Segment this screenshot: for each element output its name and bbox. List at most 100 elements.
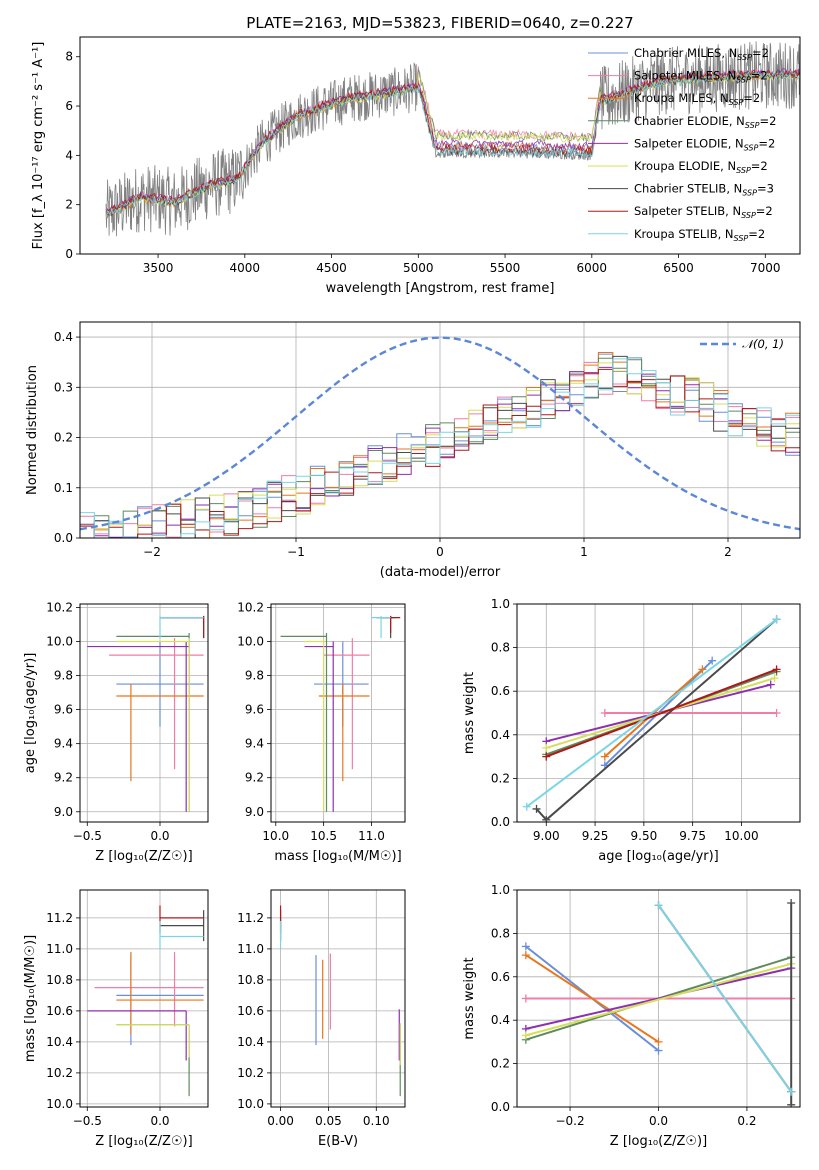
weight-marker [532, 804, 541, 813]
normal-reference-curve [80, 336, 800, 531]
legend-name: Chabrier ELODIE, N [634, 114, 745, 128]
weight-vs-Z-frame [516, 889, 801, 1108]
x-tick-label: 11.0 [358, 829, 385, 843]
y-tick-label: 0 [65, 247, 73, 261]
legend-name: Chabrier MILES, N [634, 46, 737, 60]
weight-marker [542, 743, 551, 752]
y-tick-label: 0.2 [491, 1057, 510, 1071]
y-tick-label: 10.2 [237, 1066, 264, 1080]
y-tick-label: 0.3 [54, 380, 73, 394]
legend-nssp: =2 [751, 159, 768, 173]
weight-vs-Z-series [521, 899, 796, 1107]
x-tick-label: −0.5 [73, 829, 102, 843]
legend-label: Chabrier ELODIE, NSSP=2 [634, 114, 776, 130]
y-tick-label: 0.0 [54, 531, 73, 545]
x-tick-label: 5000 [403, 261, 434, 275]
y-tick-label: 6 [65, 99, 73, 113]
y-tick-label: 9.4 [54, 737, 73, 751]
y-tick-label: 0.6 [491, 970, 510, 984]
y-tick-label: 1.0 [491, 883, 510, 897]
y-tick-label: 10.8 [46, 973, 73, 987]
y-tick-label: 9.2 [245, 771, 264, 785]
weight-marker [654, 901, 663, 910]
legend-subscript: SSP [742, 189, 757, 198]
legend-label: Kroupa MILES, NSSP=2 [634, 91, 760, 107]
legend-subscript: SSP [741, 211, 756, 220]
age-vs-Z-points [87, 615, 205, 812]
age-vs-mass-axes: 10.0 10.5 11.0 9.0 9.2 9.4 9.6 9.8 10.0 10.2 mass … [237, 600, 405, 864]
y-tick-label: 0.8 [491, 926, 510, 940]
weight-line [525, 962, 792, 1037]
x-tick-label: −0.5 [73, 1114, 102, 1128]
spectrum-lines [105, 41, 800, 237]
x-tick-label: 0.05 [315, 1114, 342, 1128]
x-tick-label: 7000 [750, 261, 781, 275]
x-tick-label: −0.2 [555, 1114, 584, 1128]
plot-layer: 3500 4000 4500 5000 5500 6000 6500 7000 0 2 4 6 8 wav… [23, 36, 801, 1149]
x-tick-label: 6000 [577, 261, 608, 275]
weight-marker [772, 709, 781, 717]
y-tick-label: 0.6 [491, 684, 510, 698]
x-axis-label: Z [log₁₀(Z/Z☉)] [95, 1134, 192, 1149]
x-tick-label: 0.0 [150, 1114, 169, 1128]
legend-nssp: =2 [743, 91, 760, 105]
weight-marker [600, 709, 609, 717]
x-tick-label: 9.25 [582, 829, 609, 843]
legend-name: Salpeter ELODIE, N [634, 136, 744, 150]
y-tick-label: 9.6 [245, 703, 264, 717]
weight-line [545, 668, 777, 758]
weight-vs-Z-axes: −0.2 0.0 0.2 0.0 0.2 0.4 0.6 0.8 1.0 Z [log₁₀(Z/Z… [462, 883, 800, 1149]
x-tick-label: 5500 [490, 261, 521, 275]
spectrum-axes: 3500 4000 4500 5000 5500 6000 6500 7000 0 2 4 6 8 wav… [31, 42, 781, 296]
x-axis-label: (data-model)/error [380, 565, 501, 580]
weight-vs-age-axes: 9.00 9.25 9.50 9.75 10.00 0.0 0.2 0.4 0.6 0.8 1.0 a… [462, 597, 800, 864]
y-tick-label: 10.6 [237, 1004, 264, 1018]
legend-name: Chabrier STELIB, N [634, 182, 742, 196]
y-tick-label: 9.6 [54, 703, 73, 717]
weight-line [604, 668, 704, 758]
legend-nssp: =2 [752, 46, 769, 60]
y-tick-label: 8 [65, 50, 73, 64]
residuals-frame [79, 321, 801, 539]
y-tick-label: 11.2 [46, 911, 73, 925]
weight-marker [654, 1046, 663, 1055]
weight-marker [787, 1087, 796, 1096]
y-tick-label: 0.2 [491, 771, 510, 785]
x-tick-label: 10.5 [310, 829, 337, 843]
weight-marker [698, 665, 707, 674]
legend-nssp: =3 [757, 182, 774, 196]
weight-line [535, 618, 778, 822]
spectrum-frame [79, 36, 801, 255]
y-axis-label: Normed distribution [25, 365, 40, 495]
age-vs-Z-frame [79, 603, 209, 823]
legend-subscript: SSP [729, 98, 744, 107]
y-tick-label: 11.0 [237, 942, 264, 956]
y-tick-label: 10.6 [46, 1004, 73, 1018]
legend-label: Chabrier STELIB, NSSP=3 [634, 182, 774, 198]
age-vs-Z-axes: −0.5 0.0 9.0 9.2 9.4 9.6 9.8 10.0 10.2 Z [log₁₀(Z… [23, 600, 208, 864]
y-tick-label: 2 [65, 198, 73, 212]
y-tick-label: 4 [65, 148, 73, 162]
x-tick-label: −1 [287, 545, 305, 559]
legend-label-normal: 𝒩(0, 1) [742, 337, 784, 351]
legend-name: Salpeter STELIB, N [634, 204, 741, 218]
x-axis-label: wavelength [Angstrom, rest frame] [326, 281, 555, 296]
y-tick-label: 10.0 [237, 1097, 264, 1111]
y-tick-label: 11.2 [237, 911, 264, 925]
weight-marker [521, 951, 530, 960]
y-tick-label: 10.8 [237, 973, 264, 987]
y-tick-label: 9.0 [245, 805, 264, 819]
legend-nssp: =2 [758, 136, 775, 150]
y-tick-label: 10.0 [237, 634, 264, 648]
model-spectrum-line [105, 70, 800, 217]
y-tick-label: 10.4 [237, 1035, 264, 1049]
legend-nssp: =2 [748, 227, 765, 241]
mass-vs-EBV-axes: 0.00 0.05 0.10 10.0 10.2 10.4 10.6 10.8 11.0 11.2… [237, 890, 405, 1149]
weight-marker [654, 1037, 663, 1046]
x-tick-label: 4000 [230, 261, 261, 275]
legend-label: Kroupa ELODIE, NSSP=2 [634, 159, 768, 175]
x-axis-label: Z [log₁₀(Z/Z☉)] [610, 1134, 707, 1149]
y-axis-label: Flux [f_λ 10⁻¹⁷ erg cm⁻² s⁻¹ A⁻¹] [31, 42, 46, 250]
